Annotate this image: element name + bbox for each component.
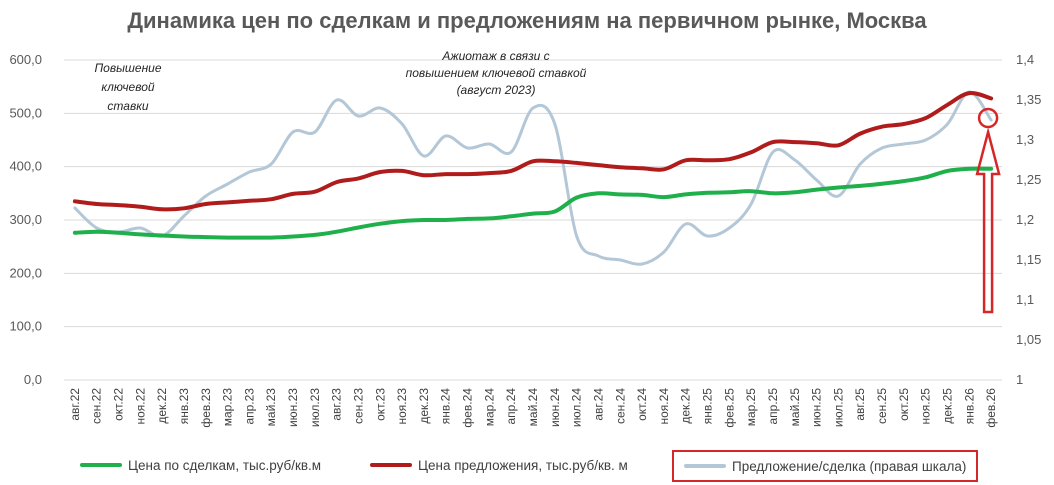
x-tick-label: ноя.24 (657, 388, 671, 425)
series-line-0 (72, 166, 994, 240)
x-tick-label: сен.22 (90, 388, 104, 424)
chart-title: Динамика цен по сделкам и предложениям н… (127, 8, 927, 33)
highlight-circle (977, 107, 999, 129)
x-tick-label: фев.23 (199, 388, 213, 428)
x-tick-label: июл.24 (570, 388, 584, 427)
annotation-text: ключевой (101, 80, 154, 94)
x-tick-label: авг.23 (330, 388, 344, 421)
x-axis: авг.22 сен.22 окт.22 ноя.22 дек.22 янв.23 фев.… (68, 388, 998, 428)
x-tick-label: окт.22 (112, 388, 126, 421)
y-left-tick-label: 500,0 (9, 105, 42, 120)
x-tick-label: фев.24 (461, 388, 475, 428)
x-tick-label: мар.23 (221, 388, 235, 427)
y-left-tick-label: 100,0 (9, 319, 42, 334)
series-line-1 (72, 90, 994, 212)
annotation-text: Ажиотаж в связи с (441, 49, 549, 63)
x-tick-label: дек.23 (417, 388, 431, 424)
x-tick-label: ноя.23 (395, 388, 409, 425)
highlight-arrow-icon (975, 127, 1001, 314)
x-tick-label: авг.25 (853, 388, 867, 421)
x-tick-label: июн.23 (286, 388, 300, 427)
x-tick-label: июл.25 (831, 388, 845, 427)
y-right-tick-label: 1,15 (1016, 252, 1041, 267)
annotations: Повышение ключевой ставки Ажиотаж в связи с… (94, 49, 586, 113)
x-tick-label: мар.24 (482, 388, 496, 427)
x-tick-label: июн.25 (810, 388, 824, 427)
x-tick-label: сен.23 (351, 388, 365, 424)
x-tick-label: июн.24 (548, 388, 562, 427)
gridlines (64, 59, 1002, 381)
series-line-2 (73, 90, 993, 266)
x-tick-label: окт.23 (373, 388, 387, 421)
annotation-text: ставки (107, 99, 148, 113)
legend-label: Цена предложения, тыс.руб/кв. м (418, 457, 628, 473)
y-axis-left: 0,0 100,0 200,0 300,0 400,0 500,0 600,0 (9, 52, 42, 387)
legend-label: Цена по сделкам, тыс.руб/кв.м (128, 457, 322, 473)
y-right-tick-label: 1,2 (1016, 212, 1034, 227)
y-right-tick-label: 1,05 (1016, 332, 1041, 347)
x-tick-label: янв.24 (439, 388, 453, 425)
y-left-tick-label: 600,0 (9, 52, 42, 67)
x-tick-label: дек.25 (940, 388, 954, 424)
x-tick-label: окт.24 (635, 388, 649, 421)
y-right-tick-label: 1,25 (1016, 172, 1041, 187)
y-left-tick-label: 200,0 (9, 265, 42, 280)
legend-label: Предложение/сделка (правая шкала) (732, 458, 967, 474)
x-tick-label: фев.26 (984, 388, 998, 428)
x-tick-label: май.25 (788, 388, 802, 427)
legend-swatch-blue (684, 464, 726, 468)
legend-item-deal-price[interactable]: Цена по сделкам, тыс.руб/кв.м (80, 452, 321, 478)
x-tick-label: сен.24 (613, 388, 627, 424)
x-tick-label: ноя.25 (919, 388, 933, 425)
x-tick-label: окт.25 (897, 388, 911, 421)
x-tick-label: июл.23 (308, 388, 322, 427)
highlight-marker (975, 107, 1001, 314)
x-tick-label: янв.26 (962, 388, 976, 425)
y-left-tick-label: 300,0 (9, 212, 42, 227)
x-tick-label: янв.23 (177, 388, 191, 425)
series-lines (72, 90, 994, 266)
x-tick-label: янв.25 (701, 388, 715, 425)
y-left-tick-label: 400,0 (9, 159, 42, 174)
x-tick-label: дек.22 (155, 388, 169, 424)
y-right-tick-label: 1,35 (1016, 92, 1041, 107)
legend-swatch-red (370, 463, 412, 467)
y-right-tick-label: 1 (1016, 372, 1023, 387)
legend-item-ratio[interactable]: Предложение/сделка (правая шкала) (672, 450, 979, 482)
legend-item-offer-price[interactable]: Цена предложения, тыс.руб/кв. м (370, 452, 628, 478)
x-tick-label: мар.25 (744, 388, 758, 427)
x-tick-label: ноя.22 (133, 388, 147, 425)
x-tick-label: апр.23 (242, 388, 256, 425)
annotation-text: (август 2023) (457, 83, 536, 97)
x-tick-label: дек.24 (679, 388, 693, 424)
annotation-text: Повышение (94, 61, 161, 75)
x-tick-label: фев.25 (722, 388, 736, 428)
x-tick-label: апр.24 (504, 388, 518, 425)
y-left-tick-label: 0,0 (24, 372, 42, 387)
x-tick-label: май.23 (264, 388, 278, 427)
x-tick-label: май.24 (526, 388, 540, 427)
y-right-tick-label: 1,1 (1016, 292, 1034, 307)
x-tick-label: сен.25 (875, 388, 889, 424)
x-tick-label: авг.24 (591, 388, 605, 421)
y-axis-right: 1 1,05 1,1 1,15 1,2 1,25 1,3 1,35 1,4 (1016, 52, 1041, 387)
y-right-tick-label: 1,4 (1016, 52, 1034, 67)
annotation-text: повышением ключевой ставкой (406, 66, 587, 80)
legend-swatch-green (80, 463, 122, 467)
y-right-tick-label: 1,3 (1016, 132, 1034, 147)
x-tick-label: апр.25 (766, 388, 780, 425)
x-tick-label: авг.22 (68, 388, 82, 421)
